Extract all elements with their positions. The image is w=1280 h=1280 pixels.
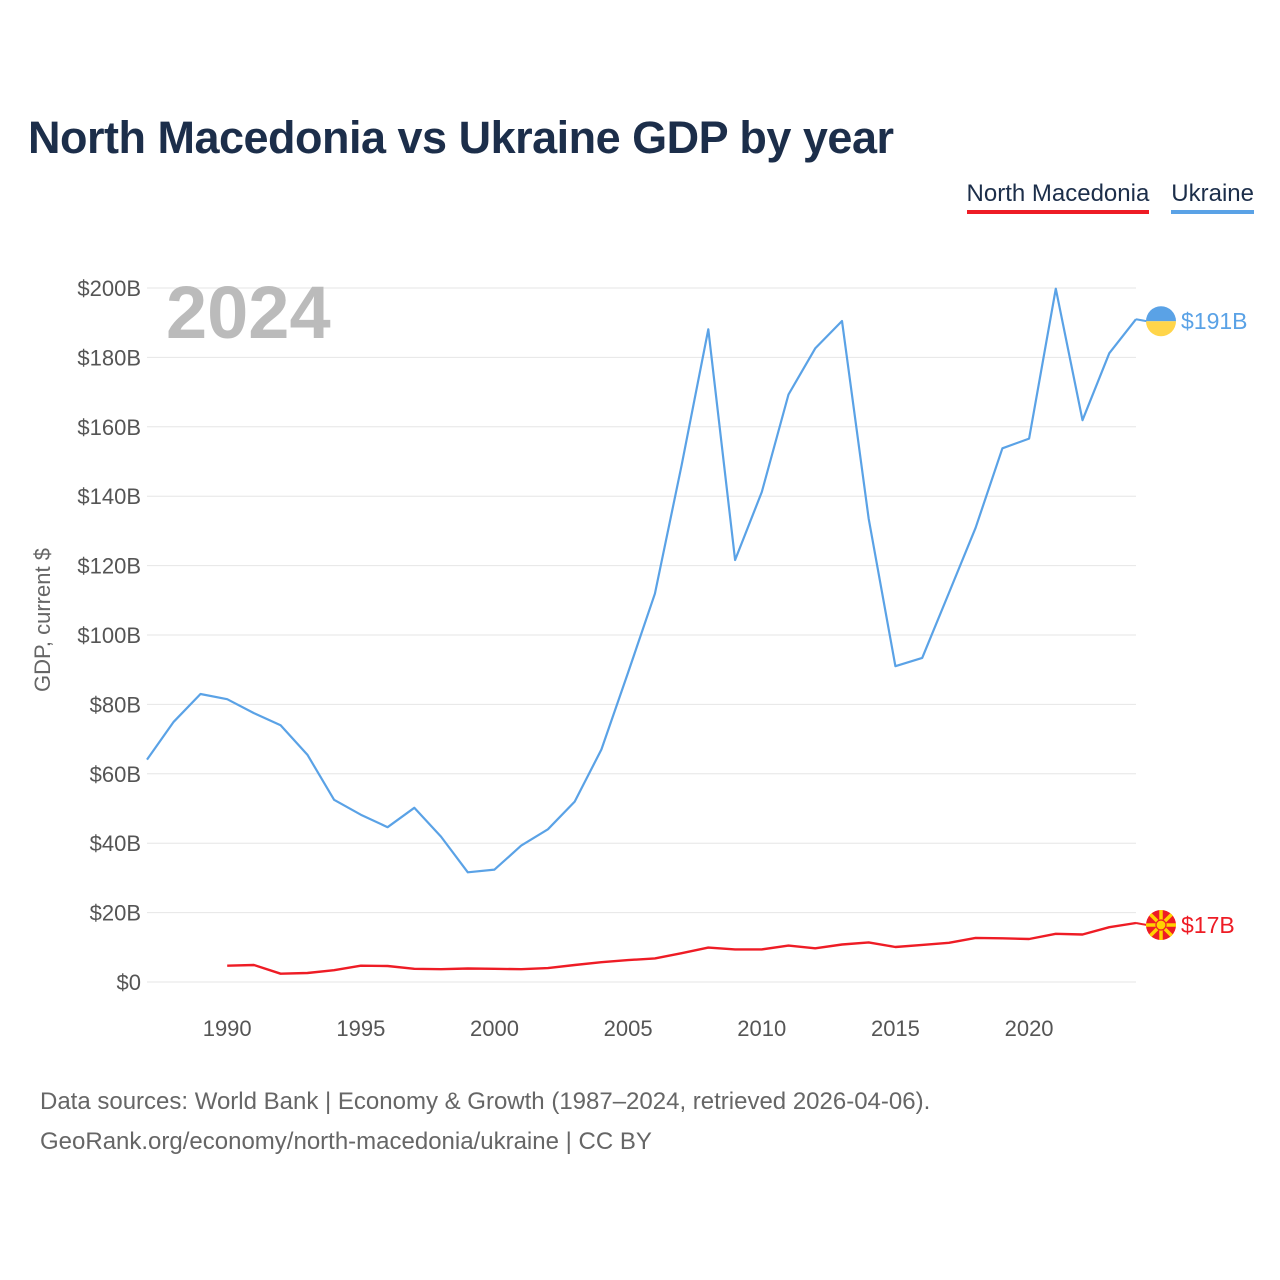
y-axis-ticks: $0 $20B $40B $60B $80B $100B $120B $140B $160B $1… bbox=[77, 276, 141, 995]
end-connector bbox=[1135, 922, 1148, 926]
x-tick-label: 2020 bbox=[1005, 1016, 1054, 1041]
y-tick-label: $0 bbox=[117, 970, 141, 995]
y-tick-label: $140B bbox=[77, 484, 141, 509]
end-value-label: $191B bbox=[1181, 308, 1248, 334]
end-connector bbox=[1135, 318, 1148, 323]
y-tick-label: $160B bbox=[77, 415, 141, 440]
x-tick-label: 2000 bbox=[470, 1016, 519, 1041]
series-line-north-macedonia[interactable] bbox=[227, 921, 1137, 975]
y-tick-label: $100B bbox=[77, 623, 141, 648]
chart-title: North Macedonia vs Ukraine GDP by year bbox=[28, 112, 894, 163]
legend-north-macedonia[interactable]: North Macedonia bbox=[966, 180, 1150, 214]
series-line-ukraine[interactable] bbox=[146, 287, 1137, 874]
gdp-line-chart: $0 $20B $40B $60B $80B $100B $120B $140B $160B $1… bbox=[30, 271, 1248, 1041]
x-tick-label: 2005 bbox=[604, 1016, 653, 1041]
grid-lines bbox=[147, 287, 1136, 983]
north-macedonia-flag-icon bbox=[1146, 910, 1176, 941]
footer-sources: Data sources: World Bank | Economy & Gro… bbox=[40, 1088, 931, 1115]
legend: North Macedonia Ukraine bbox=[966, 180, 1254, 214]
y-axis-label: GDP, current $ bbox=[30, 548, 55, 692]
y-tick-label: $120B bbox=[77, 554, 141, 579]
y-tick-label: $80B bbox=[90, 692, 141, 717]
y-tick-label: $180B bbox=[77, 345, 141, 370]
year-label: 2024 bbox=[166, 271, 331, 354]
footer: Data sources: World Bank | Economy & Gro… bbox=[40, 1082, 930, 1162]
x-tick-label: 1995 bbox=[336, 1016, 385, 1041]
x-tick-label: 2015 bbox=[871, 1016, 920, 1041]
series-lines bbox=[146, 287, 1137, 975]
end-markers: $191B $17B bbox=[1135, 306, 1248, 941]
y-tick-label: $200B bbox=[77, 276, 141, 301]
legend-ukraine[interactable]: Ukraine bbox=[1171, 180, 1254, 214]
y-tick-label: $20B bbox=[90, 901, 141, 926]
footer-attribution[interactable]: GeoRank.org/economy/north-macedonia/ukra… bbox=[40, 1128, 652, 1155]
ukraine-flag-icon bbox=[1146, 306, 1176, 337]
end-value-label: $17B bbox=[1181, 912, 1235, 938]
y-tick-label: $60B bbox=[90, 762, 141, 787]
x-tick-label: 2010 bbox=[737, 1016, 786, 1041]
y-tick-label: $40B bbox=[90, 831, 141, 856]
x-axis-ticks: 1990 1995 2000 2005 2010 2015 2020 bbox=[203, 1016, 1054, 1041]
x-tick-label: 1990 bbox=[203, 1016, 252, 1041]
